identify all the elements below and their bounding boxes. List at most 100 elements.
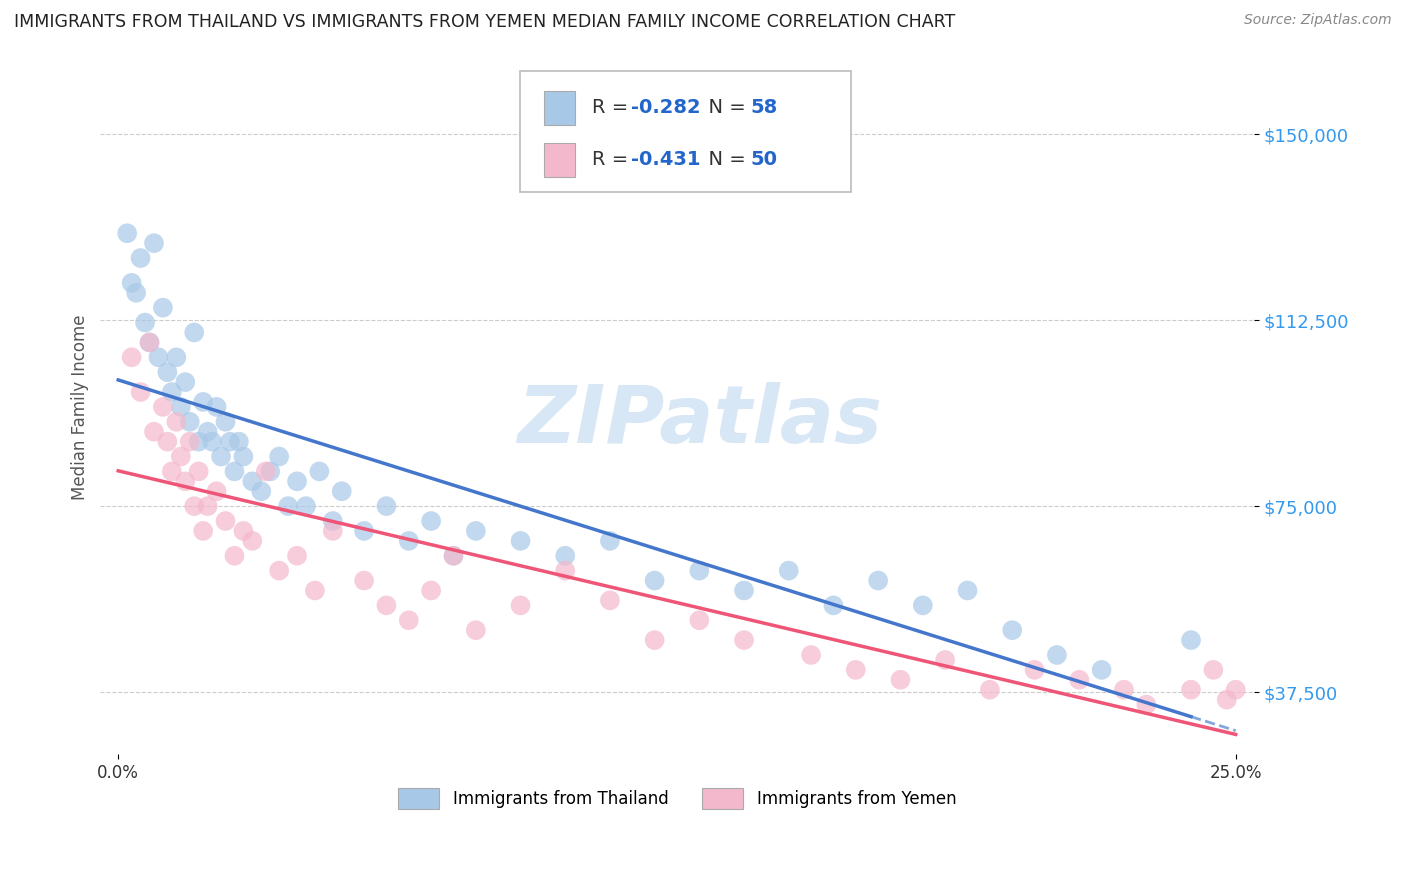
Point bbox=[129, 251, 152, 265]
Point bbox=[509, 599, 531, 613]
Point bbox=[191, 524, 214, 538]
Point bbox=[398, 533, 420, 548]
Point bbox=[187, 434, 209, 449]
Point bbox=[156, 434, 179, 449]
Point bbox=[1112, 682, 1135, 697]
Text: N =: N = bbox=[696, 150, 752, 169]
Point bbox=[183, 499, 205, 513]
Point bbox=[599, 533, 621, 548]
Point bbox=[170, 400, 193, 414]
Point bbox=[121, 351, 143, 365]
Point bbox=[165, 415, 187, 429]
Point bbox=[125, 285, 148, 300]
Point bbox=[205, 484, 228, 499]
Point bbox=[1135, 698, 1157, 712]
Point bbox=[269, 564, 291, 578]
Text: R =: R = bbox=[592, 98, 634, 118]
Point bbox=[934, 653, 956, 667]
Text: ZIPatlas: ZIPatlas bbox=[517, 382, 883, 459]
Point bbox=[285, 475, 308, 489]
Point bbox=[228, 434, 250, 449]
Text: N =: N = bbox=[696, 98, 752, 118]
Point bbox=[250, 484, 273, 499]
Point bbox=[170, 450, 193, 464]
Point bbox=[733, 583, 755, 598]
Point bbox=[205, 400, 228, 414]
Point bbox=[152, 400, 174, 414]
Point bbox=[179, 415, 201, 429]
Point bbox=[197, 499, 219, 513]
Point bbox=[1225, 682, 1247, 697]
Point bbox=[322, 514, 344, 528]
Point bbox=[398, 613, 420, 627]
Point bbox=[191, 395, 214, 409]
Point bbox=[733, 633, 755, 648]
Legend: Immigrants from Thailand, Immigrants from Yemen: Immigrants from Thailand, Immigrants fro… bbox=[391, 781, 963, 815]
Point bbox=[778, 564, 800, 578]
Point bbox=[165, 351, 187, 365]
Point bbox=[134, 316, 156, 330]
Point bbox=[599, 593, 621, 607]
Point bbox=[800, 648, 823, 662]
Point bbox=[868, 574, 890, 588]
Point bbox=[277, 499, 299, 513]
Point bbox=[219, 434, 242, 449]
Point bbox=[174, 375, 197, 389]
Text: -0.282: -0.282 bbox=[631, 98, 702, 118]
Point bbox=[1091, 663, 1114, 677]
Text: 50: 50 bbox=[751, 150, 778, 169]
Point bbox=[1180, 682, 1202, 697]
Point bbox=[688, 613, 710, 627]
Point bbox=[240, 475, 263, 489]
Point bbox=[224, 464, 246, 478]
Point bbox=[240, 533, 263, 548]
Point bbox=[420, 514, 443, 528]
Point bbox=[156, 365, 179, 379]
Point bbox=[1001, 623, 1024, 637]
Point bbox=[1202, 663, 1225, 677]
Point bbox=[209, 450, 232, 464]
Point bbox=[554, 564, 576, 578]
Text: R =: R = bbox=[592, 150, 634, 169]
Point bbox=[1216, 692, 1239, 706]
Point bbox=[979, 682, 1001, 697]
Point bbox=[138, 335, 160, 350]
Y-axis label: Median Family Income: Median Family Income bbox=[72, 314, 89, 500]
Point bbox=[115, 226, 138, 240]
Point bbox=[845, 663, 868, 677]
Point bbox=[121, 276, 143, 290]
Point bbox=[443, 549, 465, 563]
Point bbox=[1024, 663, 1046, 677]
Text: 58: 58 bbox=[751, 98, 778, 118]
Point bbox=[160, 384, 183, 399]
Point bbox=[375, 599, 398, 613]
Point bbox=[464, 524, 486, 538]
Point bbox=[232, 524, 254, 538]
Point bbox=[143, 236, 166, 251]
Point bbox=[420, 583, 443, 598]
Point bbox=[224, 549, 246, 563]
Point bbox=[1046, 648, 1069, 662]
Point bbox=[375, 499, 398, 513]
Point bbox=[644, 574, 666, 588]
Text: Source: ZipAtlas.com: Source: ZipAtlas.com bbox=[1244, 13, 1392, 28]
Point bbox=[148, 351, 170, 365]
Point bbox=[201, 434, 224, 449]
Point bbox=[285, 549, 308, 563]
Point bbox=[232, 450, 254, 464]
Point bbox=[353, 524, 375, 538]
Point bbox=[1069, 673, 1091, 687]
Point bbox=[956, 583, 979, 598]
Point bbox=[554, 549, 576, 563]
Point bbox=[138, 335, 160, 350]
Point bbox=[308, 464, 330, 478]
Point bbox=[295, 499, 318, 513]
Point bbox=[464, 623, 486, 637]
Point bbox=[322, 524, 344, 538]
Point bbox=[187, 464, 209, 478]
Point bbox=[143, 425, 166, 439]
Point bbox=[214, 514, 236, 528]
Point bbox=[179, 434, 201, 449]
Text: -0.431: -0.431 bbox=[631, 150, 700, 169]
Text: IMMIGRANTS FROM THAILAND VS IMMIGRANTS FROM YEMEN MEDIAN FAMILY INCOME CORRELATI: IMMIGRANTS FROM THAILAND VS IMMIGRANTS F… bbox=[14, 13, 955, 31]
